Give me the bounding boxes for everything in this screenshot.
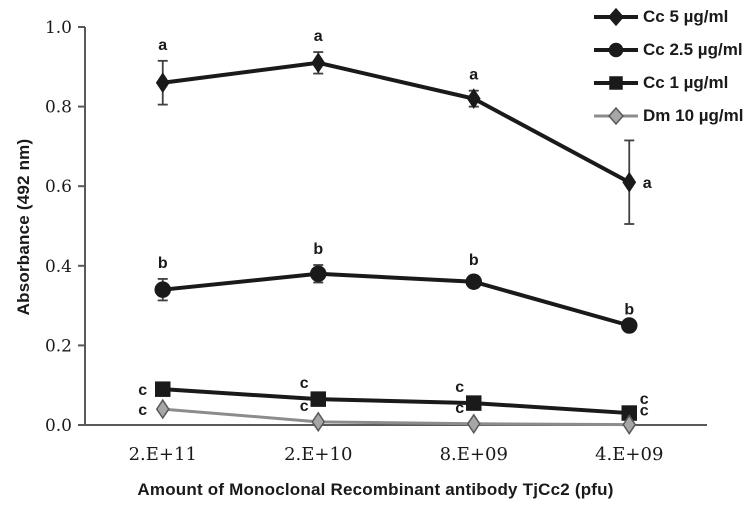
data-point-marker [466, 88, 481, 109]
diamond-legend-marker-icon [594, 106, 638, 125]
point-label: c [640, 403, 649, 420]
series-line-4 [161, 407, 631, 427]
point-label: c [138, 402, 147, 419]
point-label: b [313, 241, 323, 258]
legend-item-4: Dm 10 µg/ml [592, 99, 744, 132]
data-point-marker [154, 281, 171, 298]
legend-item-label: Cc 1 µg/ml [643, 72, 729, 92]
data-point-marker [622, 414, 637, 435]
data-point-marker [155, 381, 171, 397]
legend-item-label: Cc 5 µg/ml [643, 6, 729, 26]
x-axis-title: Amount of Monoclonal Recombinant antibod… [137, 480, 614, 499]
y-tick-label: 0.4 [45, 257, 72, 277]
point-label: a [469, 67, 478, 84]
legend-item-label: Dm 10 µg/ml [643, 105, 744, 125]
series-line-3 [160, 387, 632, 416]
point-label: b [158, 255, 168, 272]
data-point-marker [465, 273, 482, 290]
y-tick-label: 1.0 [45, 18, 72, 38]
point-label: a [158, 37, 167, 54]
legend-item-1: Cc 5 µg/ml [592, 0, 744, 33]
point-label: c [455, 379, 464, 396]
legend-item-2: Cc 2.5 µg/ml [592, 33, 744, 66]
circle-legend-marker-icon [594, 42, 638, 57]
point-label: c [300, 375, 309, 392]
x-tick-label: 2.E+11 [129, 444, 197, 465]
point-label: c [300, 398, 309, 415]
y-tick-label: 0.8 [45, 98, 72, 118]
data-point-marker [311, 52, 326, 74]
x-tick-label: 8.E+09 [440, 444, 508, 465]
x-tick-label: 4.E+09 [595, 444, 663, 465]
data-point-marker [466, 395, 482, 411]
data-point-marker [622, 171, 637, 193]
point-label: c [455, 400, 464, 417]
series-line-2 [160, 271, 632, 328]
x-tick-label: 2.E+10 [284, 444, 352, 465]
series-line-1 [160, 60, 632, 185]
point-label: b [624, 302, 634, 319]
point-label: c [640, 391, 649, 408]
data-point-marker [621, 317, 638, 334]
point-label: a [314, 28, 323, 45]
data-point-marker [466, 413, 481, 435]
diamond-legend-marker-icon [594, 7, 638, 26]
point-label: c [138, 382, 147, 399]
legend-item-3: Cc 1 µg/ml [592, 66, 744, 99]
y-tick-label: 0.6 [45, 177, 72, 197]
legend: Cc 5 µg/ml Cc 2.5 µg/ml Cc 1 µg/ml Dm 10 µg… [592, 0, 744, 132]
data-point-marker [311, 411, 326, 433]
data-point-marker [155, 398, 170, 420]
legend-item-label: Cc 2.5 µg/ml [643, 39, 743, 59]
point-label: b [469, 252, 479, 269]
data-point-marker [310, 391, 326, 407]
data-point-marker [155, 72, 170, 94]
y-tick-label: 0.0 [45, 416, 72, 436]
data-point-marker [310, 265, 327, 283]
point-label: a [643, 175, 652, 192]
square-legend-marker-icon [594, 75, 638, 90]
y-axis-title: Absorbance (492 nm) [14, 138, 33, 316]
y-tick-label: 0.2 [45, 336, 72, 356]
